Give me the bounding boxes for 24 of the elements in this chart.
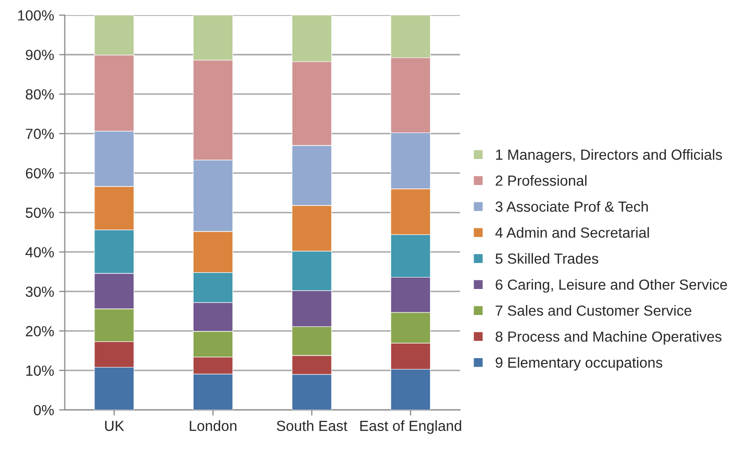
y-tick-label: 20%: [26, 326, 54, 336]
legend-label: 6 Caring, Leisure and Other Service: [496, 279, 727, 293]
y-tick-label: 30%: [26, 286, 54, 297]
legend-label: 9 Elementary occupations: [496, 357, 662, 371]
x-tick-label: UK: [105, 420, 124, 432]
x-tick-label: London: [190, 420, 236, 432]
legend-label: 7 Sales and Customer Service: [496, 305, 692, 316]
legend-label: 1 Managers, Directors and Officials: [496, 149, 722, 163]
y-tick-label: 80%: [26, 89, 54, 100]
y-tick-label: 60%: [26, 168, 54, 178]
y-tick-label: 10%: [26, 366, 54, 376]
legend-label: 3 Associate Prof & Tech: [496, 201, 648, 212]
x-tick-label: East of England: [360, 420, 462, 434]
legend-label: 8 Process and Machine Operatives: [496, 331, 722, 345]
y-tick-label: 0%: [34, 404, 54, 416]
y-tick-label: 90%: [26, 50, 54, 60]
y-tick-label: 70%: [26, 128, 54, 139]
x-tick-label: South East: [276, 420, 348, 432]
legend-label: 4 Admin and Secretarial: [495, 227, 649, 238]
y-tick-label: 100%: [18, 10, 54, 21]
y-tick-label: 40%: [26, 247, 54, 258]
y-tick-label: 50%: [26, 208, 54, 218]
legend-label: 2 Professional: [496, 175, 586, 186]
legend-label: 5 Skilled Trades: [496, 253, 598, 264]
